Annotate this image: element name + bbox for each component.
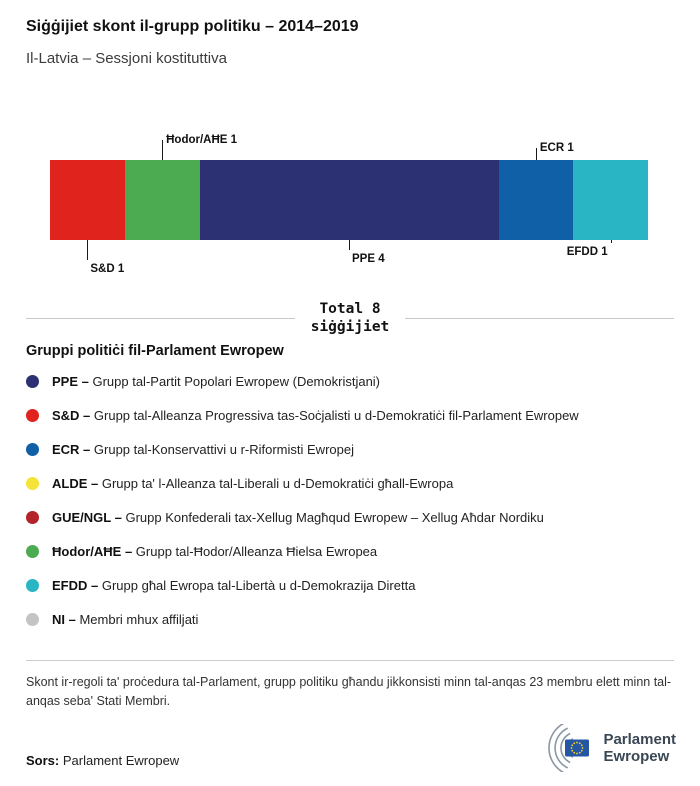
segment-label-Ħodor/AĦE: Ħodor/AĦE 1 [166, 134, 238, 146]
bar-segment-ECR [498, 160, 574, 240]
total-line2: siġġijiet [310, 319, 390, 336]
ep-logo-text: Parlament Ewropew [603, 731, 676, 766]
total-seats-label: Total 8 siġġijiet [311, 300, 390, 336]
callout-line-ECR [535, 148, 537, 160]
segment-label-PPE: PPE 4 [352, 253, 385, 265]
source-text: Parlament Ewropew [62, 753, 180, 768]
segment-label-S&D: S&D 1 [90, 263, 125, 275]
ep-logo: Parlament Ewropew [521, 724, 676, 772]
legend-label: EFDD – Grupp għal Ewropa tal-Libertà u d… [52, 577, 416, 593]
legend-label: GUE/NGL – Grupp Konfederali tax-Xellug M… [52, 509, 544, 525]
total-row: Total 8 siġġijiet [26, 300, 675, 336]
eu-flag [565, 739, 590, 757]
legend-item-sd: S&D – Grupp tal-Alleanza Progressiva tas… [26, 398, 579, 432]
legend-dot-odorae [26, 544, 39, 558]
ep-logo-line1: Parlament [603, 730, 676, 748]
ep-logo-line2: Ewropew [603, 748, 670, 765]
legend-item-ecr: ECR – Grupp tal-Konservattivi u r-Riform… [26, 432, 579, 466]
total-divider-right [405, 317, 675, 319]
source-label: Sors: [26, 753, 60, 768]
bar-segment-Ħodor/AĦE [124, 160, 200, 240]
legend-label: PPE – Grupp tal-Partit Popolari Ewropew … [52, 373, 381, 389]
chart-area: S&D 1 Ħodor/AĦE 1 PPE 4 ECR 1 EFDD 1 [50, 134, 648, 285]
callout-line-Ħodor/AĦE [162, 140, 164, 160]
source-line: Sors: Parlament Ewropew [26, 753, 179, 768]
bar-segment-S&D [50, 160, 125, 240]
legend-label: ECR – Grupp tal-Konservattivi u r-Riform… [52, 441, 354, 457]
stacked-bar [50, 160, 648, 240]
total-divider-left [26, 317, 295, 319]
callout-line-PPE [349, 240, 350, 250]
ep-hemicycle-flag-icon [548, 724, 590, 772]
legend-item-efdd: EFDD – Grupp għal Ewropa tal-Libertà u d… [26, 568, 579, 602]
callout-line-S&D [87, 240, 89, 260]
legend-label: S&D – Grupp tal-Alleanza Progressiva tas… [52, 407, 579, 423]
legend-dot-guengl [26, 510, 39, 524]
legend-label: Ħodor/AĦE – Grupp tal-Ħodor/Alleanza Ħie… [52, 543, 378, 559]
bar-segment-EFDD [573, 160, 648, 240]
legend-list: PPE – Grupp tal-Partit Popolari Ewropew … [26, 364, 579, 636]
eu-flag-stars [571, 741, 584, 755]
total-line1: Total 8 [319, 301, 381, 317]
legend-item-alde: ALDE – Grupp ta' l-Alleanza tal-Liberali… [26, 466, 579, 500]
legend-title: Gruppi politiċi fil-Parlament Ewropew [26, 343, 284, 359]
legend-item-ppe: PPE – Grupp tal-Partit Popolari Ewropew … [26, 364, 579, 398]
legend-dot-efdd [26, 578, 39, 592]
footnote: Skont ir-regoli ta' proċedura tal-Parlam… [26, 675, 672, 709]
legend-label: ALDE – Grupp ta' l-Alleanza tal-Liberali… [52, 475, 454, 491]
legend-dot-ni [26, 612, 39, 626]
legend-dot-sd [26, 408, 39, 422]
page-subtitle: Il-Latvia – Sessjoni kostituttiva [26, 50, 227, 67]
legend-dot-ppe [26, 374, 39, 388]
legend-item-guengl: GUE/NGL – Grupp Konfederali tax-Xellug M… [26, 500, 579, 534]
legend-dot-alde [26, 476, 39, 490]
footer-divider [26, 660, 674, 661]
segment-label-ECR: ECR 1 [539, 142, 574, 154]
segment-label-EFDD: EFDD 1 [566, 246, 608, 258]
legend-label: NI – Membri mhux affiljati [52, 611, 199, 627]
legend-item-odorae: Ħodor/AĦE – Grupp tal-Ħodor/Alleanza Ħie… [26, 534, 579, 568]
bar-segment-PPE [199, 160, 499, 240]
page-title: Siġġijiet skont il-grupp politiku – 2014… [26, 18, 359, 35]
callout-line-EFDD [610, 240, 612, 243]
legend-item-ni: NI – Membri mhux affiljati [26, 602, 579, 636]
legend-dot-ecr [26, 442, 39, 456]
